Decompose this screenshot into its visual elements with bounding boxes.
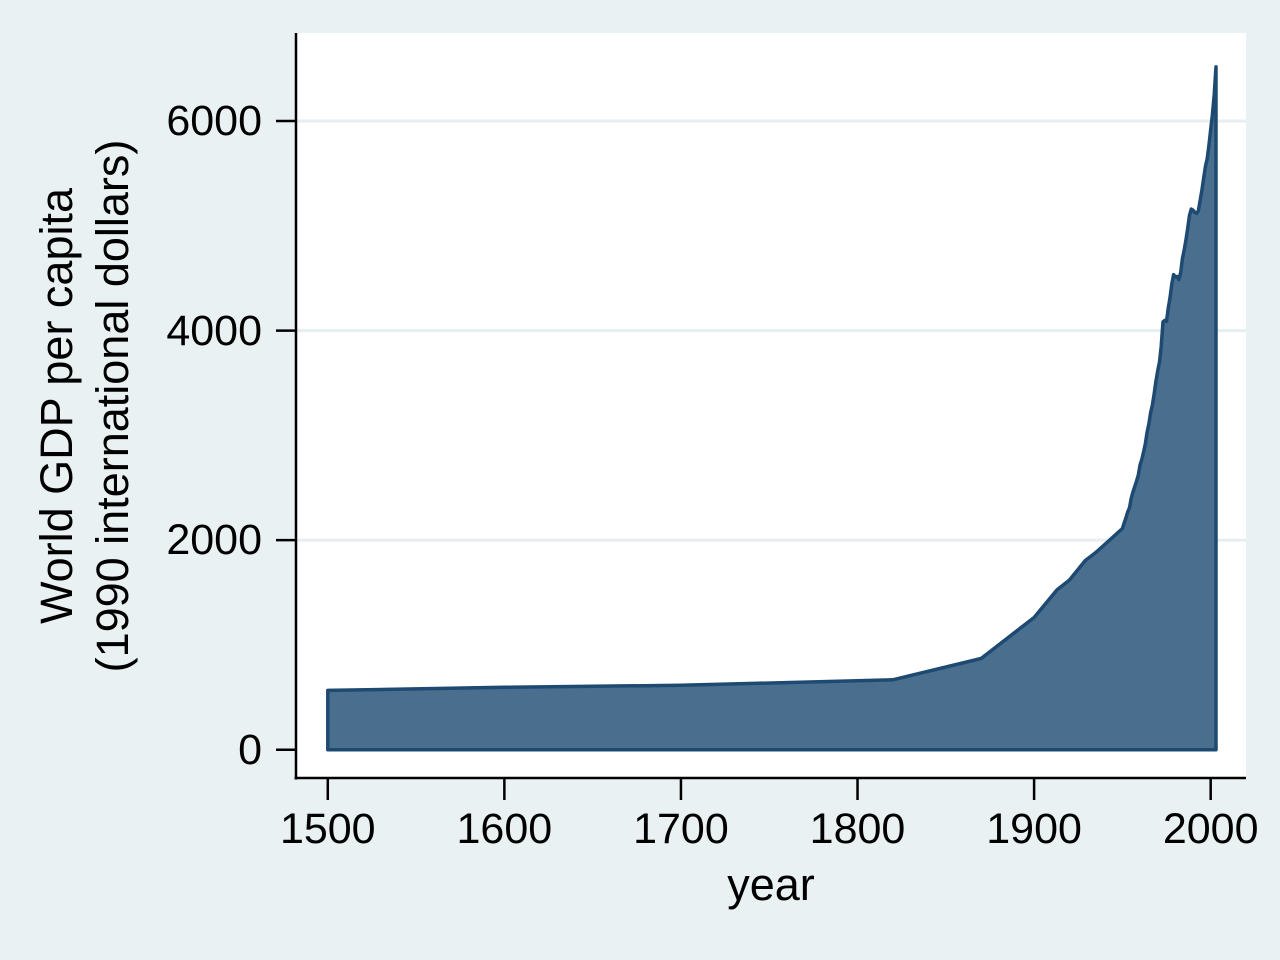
x-tick-label: 1800: [809, 805, 906, 853]
y-tick-label: 0: [238, 725, 262, 774]
x-tick-label: 2000: [1162, 805, 1259, 853]
x-tick-label: 1700: [633, 805, 729, 853]
y-tick-label: 2000: [166, 516, 262, 565]
x-tick-label: 1900: [986, 805, 1082, 853]
y-tick-label: 6000: [166, 97, 262, 146]
x-axis-title: year: [727, 859, 815, 910]
y-tick-label: 4000: [166, 306, 262, 355]
y-axis-title-line-2: (1990 international dollars): [87, 139, 138, 673]
area-series: [326, 65, 1218, 752]
y-axis-title: World GDP per capita (1990 international…: [29, 6, 141, 806]
y-axis-title-line-1: World GDP per capita: [31, 187, 82, 625]
x-tick-label: 1500: [279, 805, 376, 853]
x-tick-label: 1600: [456, 805, 553, 853]
